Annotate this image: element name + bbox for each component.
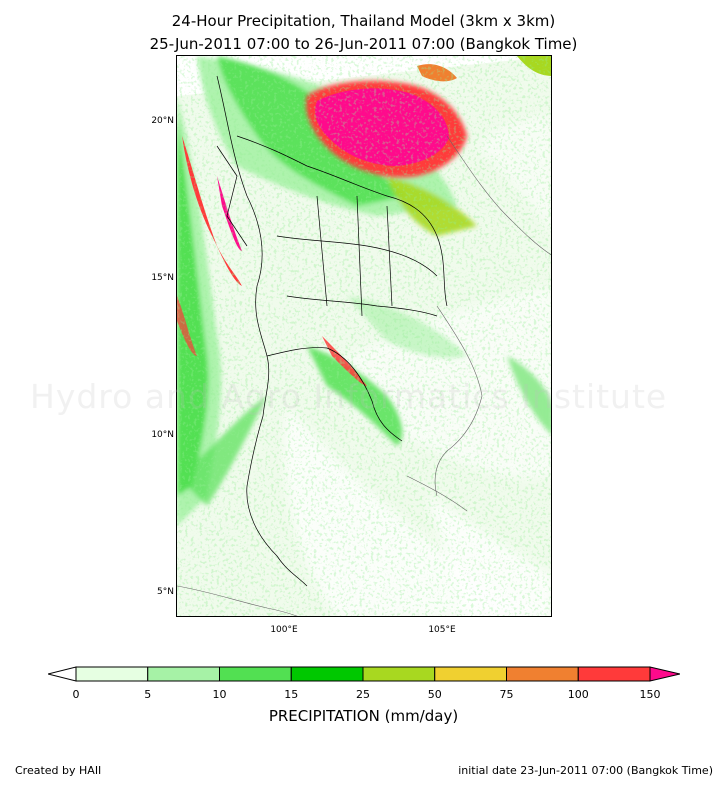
colorbar <box>48 666 680 682</box>
lat-label-15n: 15°N <box>151 273 174 283</box>
lat-label-10n: 10°N <box>151 430 174 440</box>
lat-label-20n: 20°N <box>151 116 174 126</box>
noise-texture <box>177 56 551 616</box>
lon-label-105e: 105°E <box>428 625 456 635</box>
colorbar-cell <box>577 666 651 682</box>
colorbar-under-arrow <box>48 666 77 682</box>
colorbar-tick-label: 50 <box>427 688 442 701</box>
colorbar-cell <box>219 666 292 682</box>
colorbar-cell <box>147 666 220 682</box>
colorbar-tick-label: 0 <box>72 688 80 701</box>
colorbar-label: PRECIPITATION (mm/day) <box>268 707 459 725</box>
colorbar-cell <box>506 666 579 682</box>
colorbar-tick-label: 100 <box>567 688 589 701</box>
country-borders <box>216 75 448 587</box>
lat-label-5n: 5°N <box>157 587 174 597</box>
lon-label-100e: 100°E <box>270 625 298 635</box>
credit-text: Created by HAII <box>15 764 102 777</box>
colorbar-over-arrow <box>649 666 680 682</box>
colorbar-cell <box>75 666 149 682</box>
colorbar-cell <box>434 666 507 682</box>
colorbar-tick-label: 15 <box>284 688 299 701</box>
precipitation-map <box>176 55 552 617</box>
colorbar-cell <box>362 666 436 682</box>
coastline-neighbors <box>177 135 551 616</box>
colorbar-cell <box>290 666 364 682</box>
map-canvas <box>177 56 551 616</box>
colorbar-tick-label: 25 <box>356 688 370 701</box>
colorbar-cells <box>75 666 651 682</box>
colorbar-tick-label: 5 <box>144 688 152 701</box>
map-title: 24-Hour Precipitation, Thailand Model (3… <box>171 12 556 30</box>
colorbar-tick-label: 150 <box>639 688 661 701</box>
initial-date-text: initial date 23-Jun-2011 07:00 (Bangkok … <box>458 764 713 777</box>
map-subtitle: 25-Jun-2011 07:00 to 26-Jun-2011 07:00 (… <box>149 35 578 53</box>
colorbar-tick-label: 10 <box>212 688 227 701</box>
colorbar-tick-label: 75 <box>499 688 514 701</box>
